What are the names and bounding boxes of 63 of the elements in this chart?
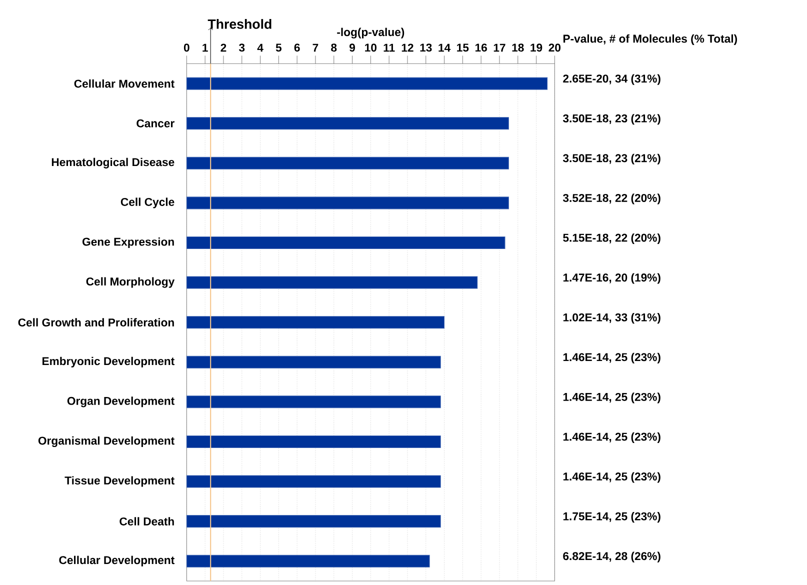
- x-tick-label: 10: [365, 44, 376, 52]
- x-tick-label: 8: [331, 44, 337, 52]
- x-tick-label: 3: [238, 44, 245, 52]
- y-tick-label: Embryonic Development: [42, 356, 174, 368]
- text: 1.47E-16, 20 (19%): [563, 273, 660, 284]
- x-tick-label: 6: [294, 44, 300, 52]
- bar: [186, 515, 441, 528]
- x-tick-label: 9: [350, 44, 355, 52]
- text: 1.46E-14, 25 (23%): [563, 472, 660, 483]
- x-tick-label: 18: [512, 44, 524, 52]
- bar: [186, 554, 430, 568]
- bar: [186, 435, 441, 448]
- bar: [186, 117, 509, 130]
- text: 3.52E-18, 22 (20%): [562, 194, 660, 204]
- x-tick-label: 1: [202, 44, 208, 52]
- bar: [186, 316, 445, 329]
- x-tick-label: 4: [257, 44, 264, 52]
- y-tick-label: Cell Growth and Proliferation: [18, 318, 174, 326]
- y-tick-label: Cell Morphology: [86, 277, 175, 288]
- y-tick-label: Cell Cycle: [120, 198, 174, 208]
- text: 1.75E-14, 25 (23%): [563, 512, 660, 523]
- text: 6.82E-14, 28 (26%): [563, 552, 660, 562]
- y-tick-label: Organ Development: [67, 396, 174, 408]
- x-tick-label: 15: [457, 44, 469, 52]
- bar: [186, 475, 441, 488]
- y-tick-label: Cellular Development: [59, 556, 174, 566]
- x-tick-label: 13: [420, 44, 432, 52]
- text: P-value, # of Molecules (% Total): [563, 34, 737, 45]
- x-tick-label: 7: [312, 44, 318, 52]
- bar: [186, 356, 441, 368]
- x-tick-label: 5: [276, 44, 282, 52]
- text: 2.65E-20, 34 (31%): [563, 74, 660, 85]
- y-tick-label: Organismal Development: [38, 436, 174, 448]
- y-tick-label: Hematological Disease: [52, 158, 174, 168]
- y-tick-label: Cell Death: [120, 517, 174, 526]
- y-tick-label: Tissue Development: [64, 476, 174, 487]
- x-tick-label: 17: [494, 44, 506, 52]
- text: 1.46E-14, 25 (23%): [563, 352, 660, 364]
- bar: [186, 396, 441, 408]
- bar: [186, 236, 506, 250]
- text: 1.02E-14, 33 (31%): [563, 313, 660, 324]
- x-tick-label: 16: [475, 44, 487, 52]
- text: 5.15E-18, 22 (20%): [563, 233, 660, 244]
- text: 1.46E-14, 25 (23%): [563, 432, 660, 443]
- x-tick-label: 12: [402, 44, 414, 52]
- y-tick-label: Cancer: [136, 119, 174, 128]
- text: 1.46E-14, 25 (23%): [563, 392, 660, 404]
- text: 3.50E-18, 23 (21%): [562, 154, 660, 164]
- text: 3.50E-18, 23 (21%): [562, 114, 660, 125]
- x-tick-label: 2: [220, 44, 226, 52]
- y-tick-label: Cellular Movement: [74, 79, 174, 88]
- bar: [186, 196, 509, 210]
- x-tick-label: 11: [384, 44, 395, 52]
- x-tick-label: 14: [438, 44, 451, 52]
- y-tick-label: Gene Expression: [82, 237, 174, 248]
- x-tick-label: 19: [530, 44, 542, 52]
- x-axis-title: -log(p-value): [337, 28, 404, 38]
- bar: [186, 77, 548, 90]
- x-tick-label: 20: [548, 44, 560, 52]
- bar: [186, 156, 509, 170]
- bar: [186, 276, 478, 289]
- x-tick-label: 0: [184, 44, 190, 52]
- ref-line-label: Threshold: [208, 19, 272, 29]
